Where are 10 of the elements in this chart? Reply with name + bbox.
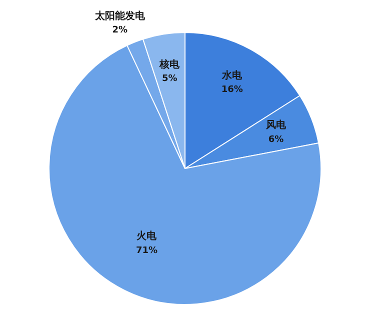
slice-label: 核电 — [158, 58, 181, 70]
slice-label: 风电 — [265, 119, 288, 132]
slice-label: 太阳能发电 — [94, 10, 146, 22]
data-label: 6% — [268, 134, 284, 145]
data-label: 2% — [112, 26, 128, 36]
data-label: 5% — [162, 74, 178, 84]
slice-label: 水电 — [221, 69, 244, 82]
data-label: 71% — [136, 246, 158, 256]
slice-label: 火电 — [136, 230, 158, 242]
data-label: 16% — [221, 85, 243, 96]
